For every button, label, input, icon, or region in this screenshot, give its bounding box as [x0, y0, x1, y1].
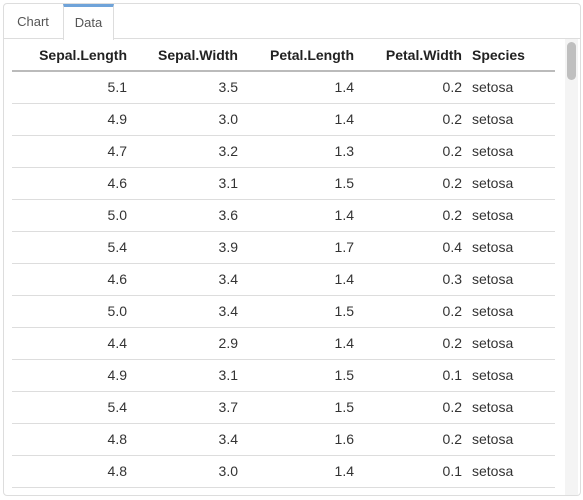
cell-species: setosa [466, 327, 555, 360]
cell-petal-length: 1.4 [242, 199, 358, 232]
table-row[interactable]: 5.4 3.9 1.7 0.4 setosa [12, 231, 555, 264]
table-row[interactable]: 4.9 3.0 1.4 0.2 setosa [12, 103, 555, 136]
cell-sepal-width: 3.2 [131, 135, 242, 168]
cell-petal-length: 1.6 [242, 423, 358, 456]
cell-petal-length: 1.5 [242, 295, 358, 328]
tab-data[interactable]: Data [63, 4, 114, 40]
vertical-scrollbar[interactable] [565, 39, 578, 495]
cell-petal-length: 1.4 [242, 103, 358, 136]
cell-sepal-length: 5.0 [12, 295, 131, 328]
cell-sepal-length: 4.6 [12, 263, 131, 296]
table-row[interactable]: 5.4 3.7 1.5 0.2 setosa [12, 391, 555, 424]
cell-sepal-width: 2.9 [131, 327, 242, 360]
panel-frame: Chart Data Sepal.Length Sepal.Width Peta… [3, 3, 581, 496]
cell-petal-length: 1.5 [242, 359, 358, 392]
column-header-petal-width[interactable]: Petal.Width [358, 39, 466, 72]
table-row[interactable]: 4.6 3.4 1.4 0.3 setosa [12, 263, 555, 296]
cell-sepal-length: 5.4 [12, 231, 131, 264]
cell-sepal-length: 4.8 [12, 423, 131, 456]
column-header-sepal-length[interactable]: Sepal.Length [12, 39, 131, 72]
cell-sepal-width: 3.9 [131, 231, 242, 264]
cell-species: setosa [466, 359, 555, 392]
table-row[interactable]: 4.8 3.0 1.4 0.1 setosa [12, 455, 555, 488]
cell-sepal-width: 3.4 [131, 423, 242, 456]
cell-species: setosa [466, 71, 555, 104]
table-header-row: Sepal.Length Sepal.Width Petal.Length Pe… [12, 39, 555, 72]
cell-species: setosa [466, 423, 555, 456]
cell-petal-width: 0.3 [358, 263, 466, 296]
cell-species: setosa [466, 295, 555, 328]
cell-petal-width: 0.2 [358, 295, 466, 328]
cell-petal-width: 0.2 [358, 103, 466, 136]
cell-petal-width: 0.2 [358, 135, 466, 168]
cell-petal-width: 0.2 [358, 199, 466, 232]
cell-sepal-width: 3.1 [131, 167, 242, 200]
cell-sepal-length: 5.0 [12, 199, 131, 232]
cell-species: setosa [466, 455, 555, 488]
cell-sepal-width: 3.1 [131, 359, 242, 392]
column-header-petal-length[interactable]: Petal.Length [242, 39, 358, 72]
cell-sepal-length: 4.4 [12, 327, 131, 360]
cell-species: setosa [466, 167, 555, 200]
cell-sepal-length: 4.7 [12, 135, 131, 168]
cell-species: setosa [466, 103, 555, 136]
cell-sepal-length: 5.4 [12, 391, 131, 424]
cell-sepal-width: 3.0 [131, 455, 242, 488]
cell-species: setosa [466, 263, 555, 296]
cell-sepal-width: 3.4 [131, 295, 242, 328]
column-header-sepal-width[interactable]: Sepal.Width [131, 39, 242, 72]
cell-petal-width: 0.2 [358, 391, 466, 424]
cell-petal-width: 0.1 [358, 455, 466, 488]
cell-petal-width: 0.2 [358, 423, 466, 456]
cell-petal-width: 0.4 [358, 231, 466, 264]
table-row[interactable]: 4.4 2.9 1.4 0.2 setosa [12, 327, 555, 360]
table-row[interactable]: 5.0 3.4 1.5 0.2 setosa [12, 295, 555, 328]
tab-chart[interactable]: Chart [17, 14, 49, 29]
table-row[interactable]: 4.6 3.1 1.5 0.2 setosa [12, 167, 555, 200]
cell-sepal-length: 4.8 [12, 455, 131, 488]
cell-sepal-width: 3.7 [131, 391, 242, 424]
data-view[interactable]: Sepal.Length Sepal.Width Petal.Length Pe… [4, 39, 580, 495]
cell-species: setosa [466, 391, 555, 424]
tab-bar: Chart Data [4, 4, 580, 40]
cell-petal-length: 1.7 [242, 231, 358, 264]
cell-petal-length: 1.3 [242, 135, 358, 168]
cell-sepal-width: 3.0 [131, 103, 242, 136]
table-row[interactable]: 5.1 3.5 1.4 0.2 setosa [12, 71, 555, 104]
column-header-species[interactable]: Species [466, 39, 555, 72]
table-body: 5.1 3.5 1.4 0.2 setosa 4.9 3.0 1.4 0.2 setosa 4.7 3… [12, 71, 555, 488]
cell-species: setosa [466, 231, 555, 264]
table-row[interactable]: 4.9 3.1 1.5 0.1 setosa [12, 359, 555, 392]
cell-sepal-width: 3.4 [131, 263, 242, 296]
cell-petal-length: 1.4 [242, 455, 358, 488]
cell-petal-length: 1.4 [242, 327, 358, 360]
cell-petal-width: 0.1 [358, 359, 466, 392]
cell-species: setosa [466, 135, 555, 168]
table-row[interactable]: 4.7 3.2 1.3 0.2 setosa [12, 135, 555, 168]
cell-petal-length: 1.5 [242, 391, 358, 424]
cell-sepal-width: 3.5 [131, 71, 242, 104]
cell-petal-width: 0.2 [358, 71, 466, 104]
cell-petal-length: 1.4 [242, 263, 358, 296]
cell-sepal-width: 3.6 [131, 199, 242, 232]
cell-species: setosa [466, 199, 555, 232]
data-table: Sepal.Length Sepal.Width Petal.Length Pe… [12, 39, 555, 488]
cell-sepal-length: 4.9 [12, 103, 131, 136]
cell-sepal-length: 4.6 [12, 167, 131, 200]
cell-petal-length: 1.5 [242, 167, 358, 200]
cell-petal-width: 0.2 [358, 167, 466, 200]
cell-sepal-length: 5.1 [12, 71, 131, 104]
cell-petal-width: 0.2 [358, 327, 466, 360]
scrollbar-thumb[interactable] [567, 42, 576, 80]
table-row[interactable]: 5.0 3.6 1.4 0.2 setosa [12, 199, 555, 232]
table-row[interactable]: 4.8 3.4 1.6 0.2 setosa [12, 423, 555, 456]
cell-sepal-length: 4.9 [12, 359, 131, 392]
cell-petal-length: 1.4 [242, 71, 358, 104]
